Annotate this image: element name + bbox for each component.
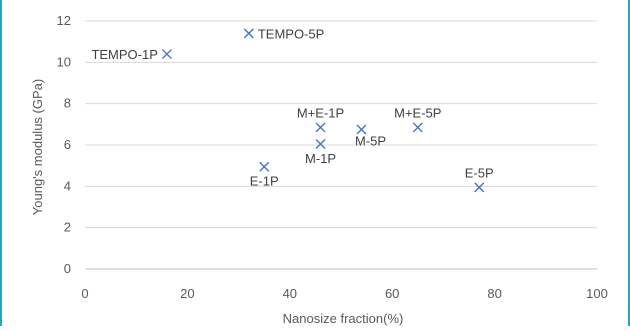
gridlines: [85, 20, 597, 270]
point-marker-stroke: [315, 122, 326, 133]
left-accent-border: [0, 0, 2, 326]
point-m-1p: [315, 138, 326, 149]
point-label-m-e-5p: M+E-5P: [394, 105, 441, 120]
point-e-1p: [259, 161, 270, 172]
point-e-5p: [474, 182, 485, 193]
x-tick-label-40: 40: [283, 286, 297, 301]
y-tick-label-12: 12: [57, 13, 71, 28]
y-tick-label-4: 4: [64, 178, 71, 193]
x-tick-label-100: 100: [586, 286, 608, 301]
point-label-e-5p: E-5P: [465, 165, 494, 180]
point-label-tempo-5p: TEMPO-5P: [258, 26, 324, 41]
point-label-m-5p: M-5P: [355, 134, 386, 149]
y-tick-label-2: 2: [64, 220, 71, 235]
x-tick-label-20: 20: [180, 286, 194, 301]
x-tick-label-60: 60: [385, 286, 399, 301]
point-tempo-1p: [161, 49, 172, 60]
y-tick-label-10: 10: [57, 54, 71, 69]
point-marker-stroke: [356, 124, 367, 135]
x-tick-label-0: 0: [81, 286, 88, 301]
data-points: [161, 28, 485, 193]
point-label-e-1p: E-1P: [250, 174, 279, 189]
y-tick-label-0: 0: [64, 261, 71, 276]
x-tick-label-80: 80: [487, 286, 501, 301]
point-label-m-e-1p: M+E-1P: [297, 105, 344, 120]
y-axis-label: Young's modulus (GPa): [30, 79, 45, 215]
y-tick-label-8: 8: [64, 96, 71, 111]
point-m-e-5p: [412, 122, 423, 133]
x-tick-labels: 0 20 40 60 80 100: [81, 286, 607, 301]
point-tempo-5p: [243, 28, 254, 39]
point-m-e-1p: [315, 122, 326, 133]
point-marker-stroke: [161, 49, 172, 60]
point-m-5p: [356, 124, 367, 135]
point-label-tempo-1p: TEMPO-1P: [91, 47, 157, 62]
point-marker-stroke: [412, 122, 423, 133]
point-marker-stroke: [315, 138, 326, 149]
x-axis-label: Nanosize fraction(%): [283, 311, 404, 326]
y-tick-labels: 0 2 4 6 8 10 12: [57, 13, 71, 276]
point-marker-stroke: [259, 161, 270, 172]
point-labels: TEMPO-1P TEMPO-5P E-1P M+E-1P M-1P M-5P M+E-5P…: [91, 26, 493, 188]
point-label-m-1p: M-1P: [305, 151, 336, 166]
point-marker-stroke: [474, 182, 485, 193]
right-accent-border: [628, 0, 630, 326]
y-tick-label-6: 6: [64, 137, 71, 152]
point-marker-stroke: [243, 28, 254, 39]
